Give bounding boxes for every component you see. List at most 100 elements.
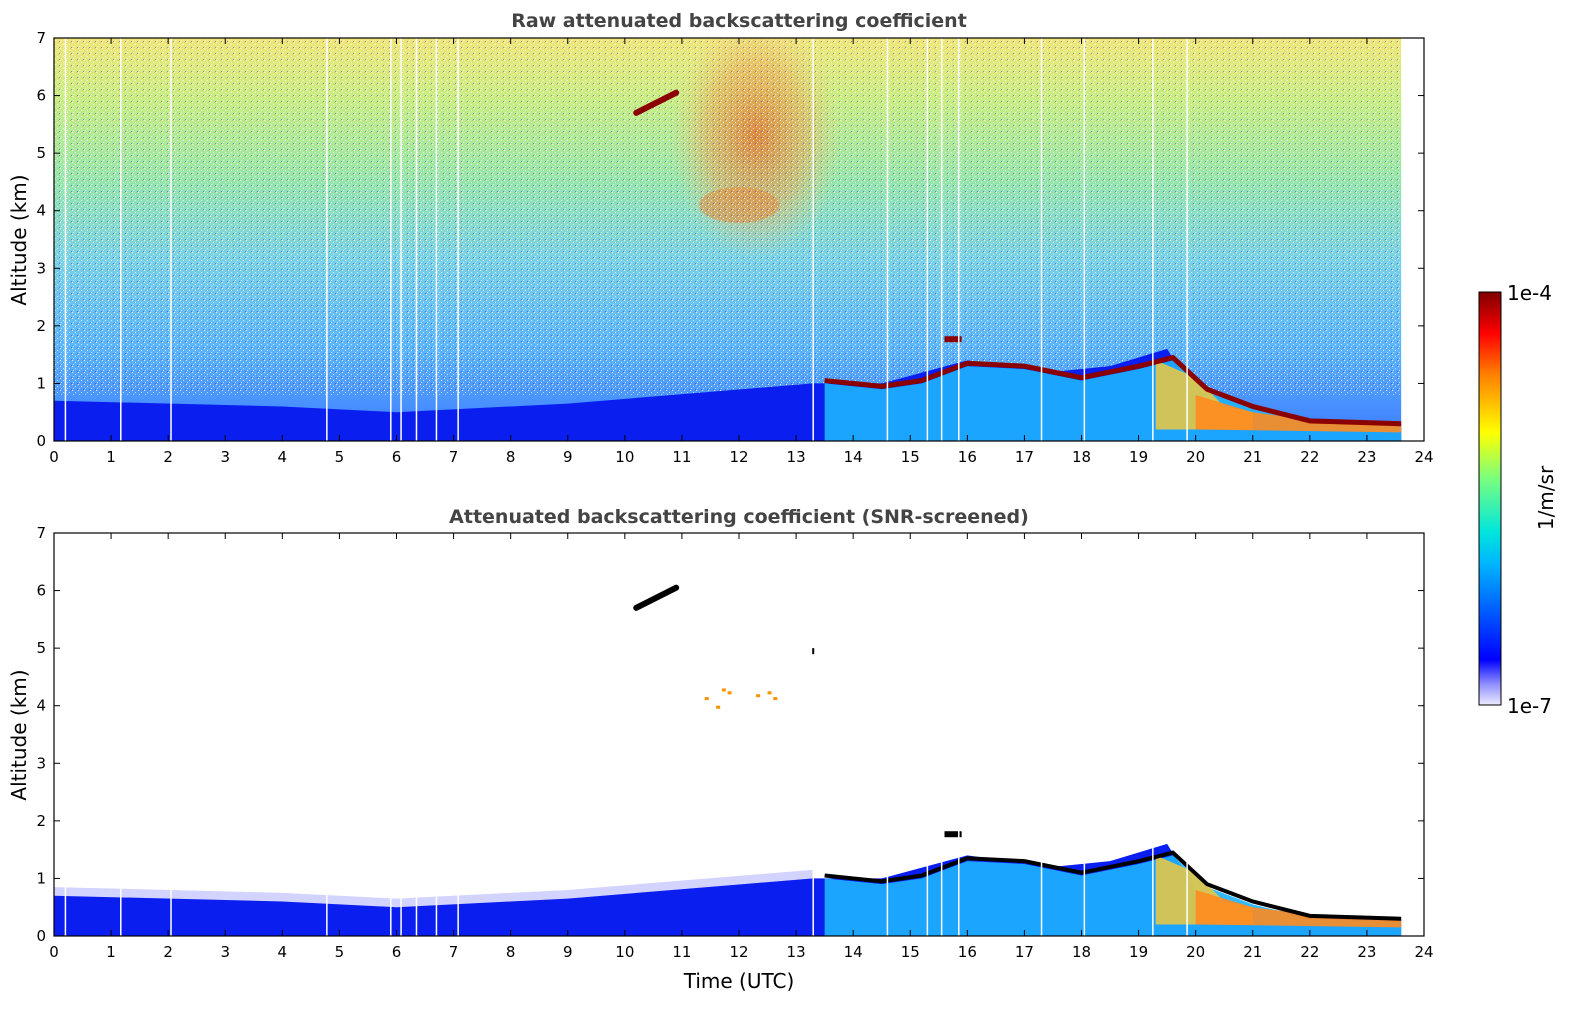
x-tick-label: 22 [1300,448,1319,466]
x-tick-label: 13 [787,448,806,466]
raw-backscatter-panel: Raw attenuated backscattering coefficien… [7,10,1434,466]
x-tick-label: 4 [278,943,288,961]
x-tick-label: 21 [1243,943,1262,961]
screened-speckle [704,697,709,701]
x-tick-label: 7 [449,943,459,961]
snr-screened-panel: Attenuated backscattering coefficient (S… [7,506,1434,993]
aerosol-region-low [1195,394,1402,433]
screened-speckle [756,694,761,698]
x-tick-label: 12 [729,448,748,466]
x-tick-label: 0 [49,943,59,961]
x-tick-label: 12 [729,943,748,961]
panel1-y-ticks: 0 1 2 3 4 5 6 7 [36,29,1424,450]
y-tick-label: 6 [36,87,46,105]
small-cloud [944,831,962,838]
y-tick-label: 2 [36,812,46,830]
x-tick-label: 11 [672,943,691,961]
x-tick-label: 23 [1357,943,1376,961]
aerosol-region-low [1195,889,1402,928]
colorbar-unit-label: 1/m/sr [1534,465,1558,530]
y-tick-label: 7 [36,29,46,47]
y-tick-label: 0 [36,432,46,450]
x-tick-label: 23 [1357,448,1376,466]
speckle-texture [54,38,1402,395]
y-tick-label: 1 [36,374,46,392]
y-tick-label: 4 [36,697,46,715]
x-tick-label: 17 [1015,448,1034,466]
panel1-x-ticks: 0 1 2 3 4 5 6 7 8 9 10 11 12 13 14 15 16 17 18 19 20 21 22 23 24 [49,38,1434,466]
screened-background [54,533,1424,936]
x-tick-label: 20 [1186,448,1205,466]
x-tick-label: 9 [563,943,573,961]
x-tick-label: 14 [844,943,863,961]
x-tick-label: 1 [106,943,116,961]
cloud-layer [824,850,1402,921]
panel2-heatmap [54,533,1424,936]
y-tick-label: 5 [36,144,46,162]
elevated-layer [633,584,680,611]
y-tick-label: 4 [36,202,46,220]
x-tick-label: 5 [335,448,345,466]
x-tick-label: 21 [1243,448,1262,466]
x-tick-label: 2 [163,448,173,466]
x-tick-label: 2 [163,943,173,961]
x-tick-label: 13 [787,943,806,961]
x-tick-label: 5 [335,943,345,961]
x-tick-label: 0 [49,448,59,466]
x-tick-label: 9 [563,448,573,466]
small-cloud [944,336,962,343]
small-cloud [812,648,815,655]
x-tick-label: 6 [392,943,402,961]
panel1-image [54,38,1402,441]
x-tick-label: 22 [1300,943,1319,961]
panel2-y-ticks: 0 1 2 3 4 5 6 7 [36,524,1424,945]
x-tick-label: 8 [506,448,516,466]
x-tick-label: 1 [106,448,116,466]
x-tick-label: 15 [901,943,920,961]
y-tick-label: 3 [36,259,46,277]
x-tick-label: 17 [1015,943,1034,961]
panel2-ylabel: Altitude (km) [7,669,31,800]
panel2-x-ticks: 0 1 2 3 4 5 6 7 8 9 10 11 12 13 14 15 16 17 18 19 20 21 22 23 24 [49,533,1434,961]
x-tick-label: 16 [958,943,977,961]
x-tick-label: 14 [844,448,863,466]
screened-speckle [721,688,726,692]
screened-speckle [716,705,721,709]
panel2-xlabel: Time (UTC) [683,969,795,993]
cloud-layer [824,354,1402,427]
x-tick-label: 24 [1414,448,1433,466]
panel2-image [54,533,1424,936]
x-tick-label: 18 [1072,943,1091,961]
x-tick-label: 15 [901,448,920,466]
elevated-layer [633,89,680,116]
x-tick-label: 19 [1129,943,1148,961]
panel2-title: Attenuated backscattering coefficient (S… [449,506,1029,528]
colorbar-gradient [1478,291,1502,706]
screened-speckle [727,691,732,695]
y-tick-label: 6 [36,582,46,600]
screened-speckle [767,691,772,695]
x-tick-label: 19 [1129,448,1148,466]
panel1-ylabel: Altitude (km) [7,174,31,305]
x-tick-label: 4 [278,448,288,466]
x-tick-label: 10 [615,943,634,961]
y-tick-label: 0 [36,927,46,945]
x-tick-label: 16 [958,448,977,466]
y-tick-label: 2 [36,317,46,335]
x-tick-label: 3 [220,448,230,466]
colorbar-min-label: 1e-7 [1507,694,1552,718]
x-tick-label: 11 [672,448,691,466]
y-tick-label: 3 [36,754,46,772]
x-tick-label: 24 [1414,943,1433,961]
x-tick-label: 8 [506,943,516,961]
colorbar-max-label: 1e-4 [1507,281,1552,305]
x-tick-label: 7 [449,448,459,466]
x-tick-label: 10 [615,448,634,466]
y-tick-label: 5 [36,639,46,657]
panel1-title: Raw attenuated backscattering coefficien… [511,10,967,32]
y-tick-label: 7 [36,524,46,542]
x-tick-label: 20 [1186,943,1205,961]
x-tick-label: 6 [392,448,402,466]
panel1-heatmap [54,38,1402,441]
